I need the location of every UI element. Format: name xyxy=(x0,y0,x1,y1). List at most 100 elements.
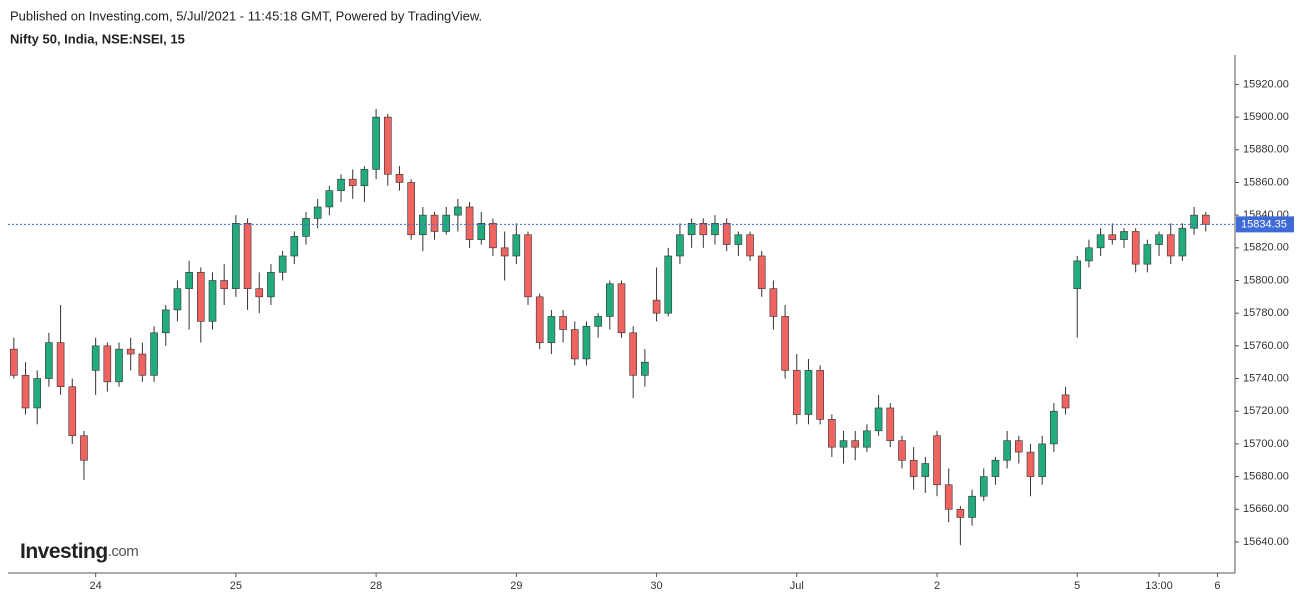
candle-body xyxy=(956,508,965,518)
candle-body xyxy=(547,316,556,343)
candle-body xyxy=(582,325,591,360)
candle-body xyxy=(1190,214,1198,229)
candle-body xyxy=(769,288,778,317)
candle-body xyxy=(898,440,906,461)
chart-title: Nifty 50, India, NSE:NSEI, 15 xyxy=(10,31,185,46)
candle-body xyxy=(968,495,976,518)
candle-body xyxy=(792,370,801,415)
candle-body xyxy=(617,283,626,334)
candle-body xyxy=(874,407,883,432)
candle-body xyxy=(909,459,918,477)
candle-body xyxy=(161,309,170,334)
candle-body xyxy=(979,476,988,497)
watermark: Investing.com xyxy=(20,540,138,563)
x-tick-label: 25 xyxy=(230,580,242,592)
candle-body xyxy=(243,223,252,289)
candle-body xyxy=(126,348,135,355)
candle-body xyxy=(863,430,871,448)
last-price-label: 15834.35 xyxy=(1241,218,1287,230)
candle-body xyxy=(1155,234,1163,245)
candle-body xyxy=(535,296,544,343)
candle-body xyxy=(325,190,334,208)
y-tick-label: 15780.00 xyxy=(1243,307,1289,319)
y-tick-label: 15760.00 xyxy=(1243,340,1289,352)
candle-body xyxy=(138,353,147,376)
candle-body xyxy=(10,348,18,376)
candle-body xyxy=(676,234,684,257)
y-tick-label: 15880.00 xyxy=(1243,144,1289,156)
y-tick-label: 15680.00 xyxy=(1243,470,1289,482)
candle-body xyxy=(220,280,228,289)
candle-body xyxy=(933,435,941,486)
candle-body xyxy=(804,370,813,415)
x-tick-label: 2 xyxy=(934,580,940,592)
candle-body xyxy=(313,206,322,219)
candle-body xyxy=(477,223,486,240)
candle-body xyxy=(570,329,579,360)
x-tick-label: 6 xyxy=(1214,580,1220,592)
candle-body xyxy=(348,178,357,187)
y-tick-label: 15800.00 xyxy=(1243,274,1289,286)
candle-body xyxy=(629,332,637,376)
candle-body xyxy=(687,223,696,236)
candle-body xyxy=(652,299,661,314)
candle-body xyxy=(641,361,649,376)
candle-body xyxy=(302,218,310,237)
candle-body xyxy=(1003,440,1011,461)
candle-body xyxy=(839,440,848,448)
candle-body xyxy=(68,386,77,437)
candle-body xyxy=(991,459,1000,477)
watermark-name: Investing xyxy=(20,540,108,563)
y-tick-label: 15700.00 xyxy=(1243,438,1289,450)
y-tick-label: 15820.00 xyxy=(1243,242,1289,254)
candle-body xyxy=(21,374,30,409)
candle-body xyxy=(115,348,123,383)
candle-body xyxy=(1096,234,1105,249)
candle-body xyxy=(1166,234,1175,257)
candle-body xyxy=(711,223,719,236)
candle-body xyxy=(757,255,766,289)
candle-body xyxy=(1061,394,1070,409)
candle-body xyxy=(1038,443,1046,477)
x-tick-label: Jul xyxy=(790,580,804,592)
candle-body xyxy=(816,370,824,420)
y-tick-label: 15920.00 xyxy=(1243,78,1289,90)
candle-body xyxy=(851,440,860,448)
y-tick-label: 15900.00 xyxy=(1243,111,1289,123)
candle-body xyxy=(664,255,673,314)
y-tick-label: 15640.00 xyxy=(1243,536,1289,548)
candle-body xyxy=(1201,214,1210,225)
candle-body xyxy=(1026,451,1035,477)
candle-body xyxy=(278,255,287,273)
candle-body xyxy=(360,169,369,187)
candle-body xyxy=(1131,231,1140,265)
x-tick-label: 24 xyxy=(90,580,102,592)
candle-body xyxy=(267,272,275,298)
candle-body xyxy=(699,223,708,236)
x-tick-label: 30 xyxy=(650,580,662,592)
candle-body xyxy=(208,280,217,322)
candle-body xyxy=(442,214,451,232)
candle-body xyxy=(828,419,836,448)
candle-body xyxy=(372,116,380,170)
candle-body xyxy=(1085,247,1093,262)
candle-body xyxy=(454,206,462,216)
candle-body xyxy=(734,234,743,245)
candle-body xyxy=(781,316,789,371)
candle-body xyxy=(197,272,205,322)
published-note: Published on Investing.com, 5/Jul/2021 -… xyxy=(10,8,482,23)
candle-body xyxy=(1108,234,1117,240)
x-tick-label: 13:00 xyxy=(1145,580,1173,592)
candle-body xyxy=(886,407,895,441)
candle-body xyxy=(232,223,240,289)
candle-body xyxy=(80,435,88,461)
candle-body xyxy=(103,345,112,383)
candle-body xyxy=(383,116,392,175)
candle-body xyxy=(1015,440,1023,453)
candle-body xyxy=(173,288,182,311)
candle-body xyxy=(465,206,474,240)
last-price-box xyxy=(1236,216,1294,233)
candle-body xyxy=(337,178,345,191)
x-tick-label: 5 xyxy=(1074,580,1080,592)
candle-body xyxy=(1178,227,1187,257)
